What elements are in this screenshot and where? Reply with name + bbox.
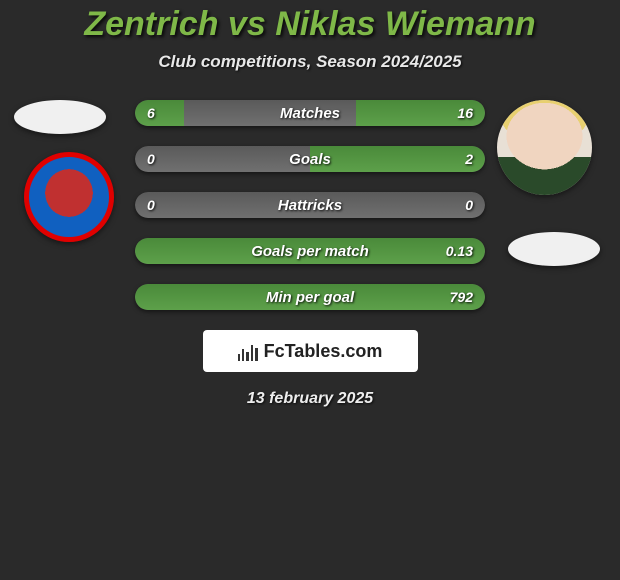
bar-label: Min per goal	[135, 284, 485, 310]
stat-bar: Matches6 16	[135, 100, 485, 126]
player-right-avatar	[497, 100, 592, 195]
bar-label: Goals	[135, 146, 485, 172]
stat-bar: Min per goal792	[135, 284, 485, 310]
stat-bars: Matches616Goals02Hattricks00Goals per ma…	[135, 100, 485, 310]
watermark-text: FcTables.com	[264, 341, 383, 362]
bar-label: Hattricks	[135, 192, 485, 218]
bar-value-left: 0	[147, 146, 155, 172]
player-left-avatar-placeholder	[14, 100, 106, 134]
stat-bar: Goals per match0.13	[135, 238, 485, 264]
bar-value-right: 0.13	[446, 238, 473, 264]
stat-bar: Hattricks0 0	[135, 192, 485, 218]
club-badge-text	[29, 157, 109, 237]
bar-value-left: 0	[147, 192, 155, 218]
player-left-club-badge	[24, 152, 114, 242]
bar-value-right: 0	[465, 192, 473, 218]
stats-area: Matches616Goals02Hattricks00Goals per ma…	[0, 100, 620, 408]
bar-value-right: 792	[450, 284, 473, 310]
bar-chart-icon	[238, 341, 258, 361]
player-face-icon	[497, 100, 592, 195]
subtitle: Club competitions, Season 2024/2025	[0, 52, 620, 72]
watermark: FcTables.com	[203, 330, 418, 372]
bar-value-right: 16	[457, 100, 473, 126]
bar-value-right: 2	[465, 146, 473, 172]
bar-value-left: 6	[147, 100, 155, 126]
stat-bar: Goals0 2	[135, 146, 485, 172]
page-title: Zentrich vs Niklas Wiemann	[0, 5, 620, 44]
bar-label: Matches	[135, 100, 485, 126]
bar-label: Goals per match	[135, 238, 485, 264]
date-text: 13 february 2025	[0, 390, 620, 408]
player-right-club-placeholder	[508, 232, 600, 266]
